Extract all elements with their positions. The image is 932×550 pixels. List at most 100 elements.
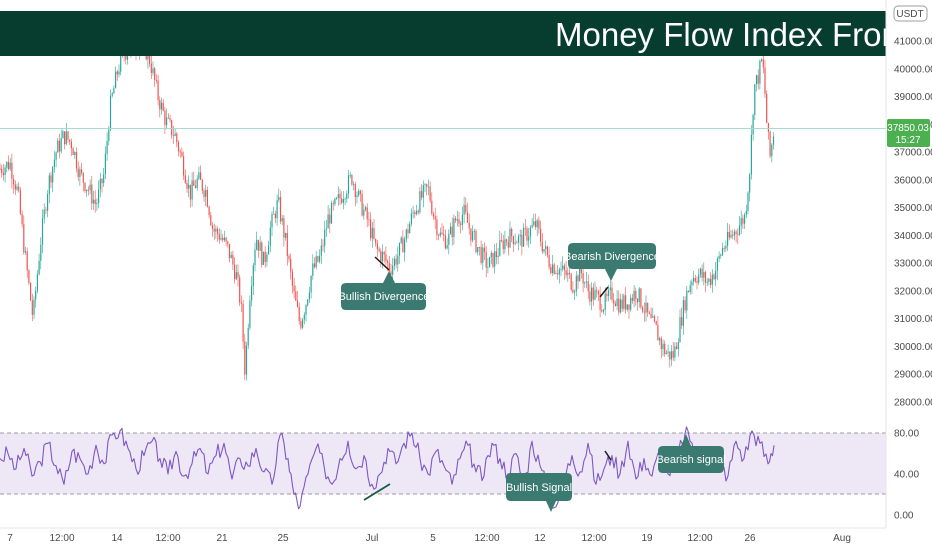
candle-body [761,59,763,61]
candle-body [337,194,339,198]
candle-body [439,232,441,236]
candle-body [517,236,520,243]
candle-body [2,172,4,176]
bullish-signal-label: Bullish Signal [506,482,572,494]
candle-body [213,228,215,232]
candle-body [319,255,321,262]
candle-body [125,55,127,60]
candle-body [188,184,190,189]
candle-body [742,218,744,224]
candle-body [70,141,72,149]
candle-body [65,131,67,145]
candle-body [625,295,627,310]
candle-body [444,235,446,249]
candle-body [597,291,599,295]
candle-body [157,80,159,101]
candle-body [667,351,669,353]
candle-body [237,272,239,278]
callout-bubble [658,434,724,473]
candle-body [303,314,305,320]
candle-body [308,292,310,300]
candle-body [536,220,538,228]
candle-body [98,189,100,204]
candle-body [458,219,460,224]
candle-body [116,71,118,75]
candle-body [1,168,3,173]
candle-body [310,275,312,293]
candle-body [91,184,93,204]
candle-body [432,213,435,217]
candle-body [592,287,594,300]
candle-body [79,169,81,177]
candle-body [230,254,232,259]
candle-body [470,228,472,241]
candle-body [475,231,477,253]
candle-body [21,213,23,225]
candle-body [677,342,679,350]
candle-body [669,351,671,360]
candle-body [228,243,231,259]
candle-body [727,231,729,246]
candle-body [466,212,469,223]
candle-body [194,185,197,188]
candle-body [120,54,122,72]
currency-label: USDT [896,9,923,20]
candle-body [614,303,616,306]
candle-body [4,167,6,176]
candle-body [546,246,548,256]
candle-body [283,218,285,238]
candle-body [502,240,504,250]
candle-body [264,251,266,262]
candle-body [281,218,283,222]
candle-body [551,264,554,274]
candle-body [772,136,775,145]
bearish-divergence-callout[interactable]: Bearish Divergence [564,243,660,281]
time-tick-label: 14 [111,533,123,544]
currency-badge[interactable]: USDT [893,5,928,22]
last-price-tag[interactable]: 37850.03 15:27 [887,119,930,147]
bearish-signal-label: Bearish signal [656,454,725,466]
candle-body [684,300,686,311]
candle-body [608,290,610,296]
candle-body [524,227,526,229]
candle-body [325,228,327,230]
candle-body [211,225,214,229]
callout-bubble [506,473,572,512]
candle-body [655,321,657,325]
bullish-signal-callout[interactable]: Bullish Signal [506,473,572,512]
candle-body [291,271,293,286]
candle-body [89,184,91,191]
bullish-divergence-callout[interactable]: Bullish Divergence [338,271,430,310]
candle-body [591,287,593,302]
candle-body [252,265,254,286]
candle-body [383,251,385,255]
candle-body [567,272,569,276]
candle-body [512,236,514,245]
candle-body [526,228,528,241]
candle-body [353,184,355,185]
candle-body [480,246,482,263]
candle-body [509,228,511,248]
candle-body [285,232,287,238]
candle-body [628,304,630,310]
candle-body [268,245,270,255]
candle-body [604,293,606,310]
candle-body [490,252,492,257]
candle-body [602,309,605,312]
candle-body [463,204,465,215]
candle-body [495,251,497,258]
candle-body [441,232,443,234]
candle-body [58,140,61,152]
candle-body [327,214,329,229]
candle-body [150,63,152,73]
candle-body [716,258,718,271]
candle-body [205,189,207,197]
bearish-signal-callout[interactable]: Bearish signal [656,434,726,473]
candle-body [162,102,164,111]
candle-body [424,184,426,186]
candle-body [38,260,40,275]
candle-body [13,179,15,185]
candle-body [259,242,261,251]
candle-body [398,242,401,256]
